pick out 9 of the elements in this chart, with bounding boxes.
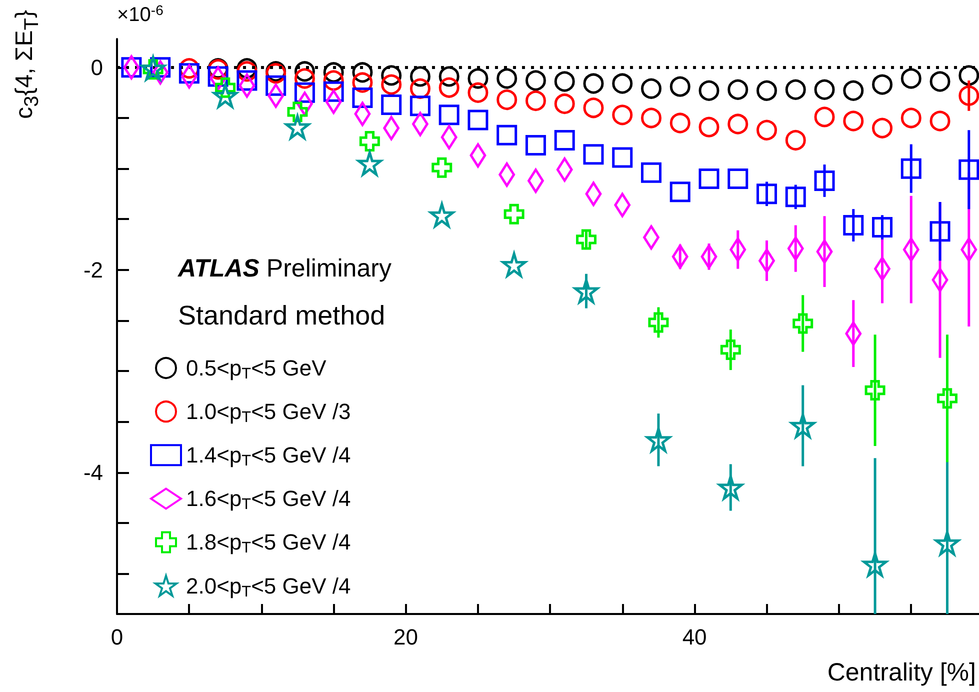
annotation: Standard method [178, 300, 386, 330]
x-tick-label: 0 [110, 624, 124, 650]
annotation: ATLAS Preliminary [177, 254, 392, 282]
y-tick-label: -4 [83, 460, 103, 485]
y-tick-label: 0 [90, 54, 103, 80]
y-tick-label: -2 [83, 257, 103, 282]
x-tick-label: 40 [682, 624, 707, 650]
x-tick-label: 20 [394, 624, 418, 650]
x-axis-title: Centrality [%] [827, 658, 976, 686]
